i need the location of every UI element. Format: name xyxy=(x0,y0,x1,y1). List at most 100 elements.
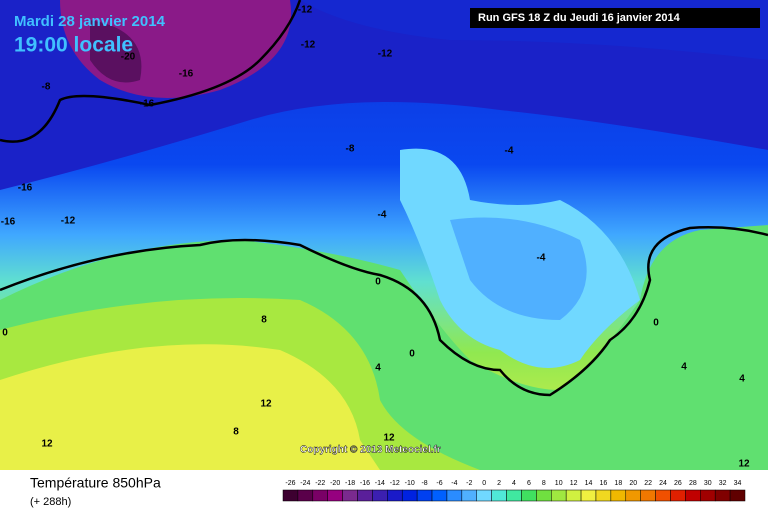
contour-label: 0 xyxy=(2,328,8,339)
colorbar-swatch xyxy=(655,489,671,502)
contour-label: 0 xyxy=(375,277,381,288)
contour-label: -16 xyxy=(1,217,16,228)
colorbar-label: 12 xyxy=(570,480,578,487)
colorbar-swatch xyxy=(297,489,314,502)
colorbar-label: -2 xyxy=(466,480,472,487)
colorbar-label: -24 xyxy=(300,480,310,487)
colorbar-label: -18 xyxy=(345,480,355,487)
colorbar-label: 8 xyxy=(542,480,546,487)
contour-labels: -12 -12 -12 -20 -16 -16 -8 -16 -16 -12 -8 -4 -4 -4 0 8 0… xyxy=(1,5,750,470)
colorbar-swatch xyxy=(461,489,477,502)
colorbar-label: 4 xyxy=(512,480,516,487)
contour-label: 8 xyxy=(261,315,267,326)
colorbar-swatch xyxy=(714,489,731,502)
colorbar-swatch xyxy=(446,489,463,502)
contour-label: -4 xyxy=(505,146,514,157)
run-info: Run GFS 18 Z du Jeudi 16 janvier 2014 xyxy=(478,12,681,24)
colorbar-swatch xyxy=(431,489,448,502)
colorbar-label: -4 xyxy=(451,480,457,487)
colorbar-swatch xyxy=(506,489,522,502)
colorbar-label: 34 xyxy=(734,480,742,487)
contour-label: 0 xyxy=(653,318,659,329)
footer-title: Température 850hPa xyxy=(30,475,161,491)
contour-label: -16 xyxy=(179,69,194,80)
colorbar-label: 0 xyxy=(482,480,486,487)
colorbar-swatch xyxy=(401,489,418,502)
colorbar-swatch xyxy=(729,489,746,502)
colorbar-label: 28 xyxy=(689,480,697,487)
colorbar-label: 22 xyxy=(644,480,652,487)
colorbar-swatch xyxy=(372,489,388,502)
contour-label: 12 xyxy=(383,433,395,444)
colorbar-swatch xyxy=(536,489,552,502)
colorbar-swatch xyxy=(416,489,433,502)
contour-label: -12 xyxy=(61,216,76,227)
colorbar-swatch xyxy=(700,489,716,502)
colorbar-swatch xyxy=(327,489,343,502)
colorbar-label: -6 xyxy=(436,480,442,487)
colorbar-swatch xyxy=(312,489,328,502)
contour-label: 12 xyxy=(41,439,53,450)
colorbar-label: 2 xyxy=(497,480,501,487)
contour-label: 4 xyxy=(739,374,745,385)
contour-label: -16 xyxy=(140,99,155,110)
contour-label: 12 xyxy=(260,399,272,410)
colorbar-label: 10 xyxy=(555,480,563,487)
colorbar-swatch xyxy=(685,489,701,502)
colorbar-label: -22 xyxy=(315,480,325,487)
colorbar-label: -20 xyxy=(330,480,340,487)
colorbar-label: 32 xyxy=(719,480,727,487)
contour-label: -8 xyxy=(346,144,355,155)
date: Mardi 28 janvier 2014 xyxy=(14,13,166,30)
colorbar-swatch xyxy=(670,489,686,502)
colorbar-swatch xyxy=(342,489,358,502)
colorbar-swatch xyxy=(476,489,492,502)
colorbar-swatch xyxy=(521,489,537,502)
colorbar-swatch xyxy=(610,489,627,502)
colorbar-label: -26 xyxy=(285,480,295,487)
colorbar-label: 20 xyxy=(629,480,637,487)
colorbar-swatch xyxy=(565,489,582,502)
contour-label: -12 xyxy=(301,40,316,51)
colorbar-label: 30 xyxy=(704,480,712,487)
colorbar-label: 16 xyxy=(600,480,608,487)
contour-label: -12 xyxy=(378,49,393,60)
footer-subtitle: (+ 288h) xyxy=(30,496,71,508)
time: 19:00 locale xyxy=(14,34,133,57)
colorbar-swatch xyxy=(595,489,612,502)
colorbar-label: 14 xyxy=(585,480,593,487)
colorbar-swatch xyxy=(625,489,641,502)
copyright: Copyright © 2013 Meteociel.fr xyxy=(300,445,441,456)
colorbar-label: -12 xyxy=(390,480,400,487)
colorbar-swatch xyxy=(387,489,403,502)
colorbar-swatch xyxy=(551,489,567,502)
contour-label: -16 xyxy=(18,183,33,194)
colorbar-label: -8 xyxy=(421,480,427,487)
colorbar-label: 18 xyxy=(614,480,622,487)
colorbar-label: 26 xyxy=(674,480,682,487)
contour-label: -4 xyxy=(537,253,546,264)
contour-label: -12 xyxy=(298,5,313,16)
colorbar-label: 6 xyxy=(527,480,531,487)
colorbar-swatch xyxy=(640,489,656,502)
contour-label: -20 xyxy=(121,52,136,63)
contour-label: 8 xyxy=(233,427,239,438)
contour-label: 12 xyxy=(738,459,750,470)
colorbar-label: 24 xyxy=(659,480,667,487)
colorbar-label: -16 xyxy=(360,480,370,487)
contour-label: -8 xyxy=(42,82,51,93)
colorbar: -26 -24 -22 -20 -18 -16 -14 -12 -10 -8 -6 -4 -2 0 2 4 6 8… xyxy=(282,480,746,502)
colorbar-swatch xyxy=(580,489,597,502)
colorbar-label: -14 xyxy=(375,480,385,487)
colorbar-swatch xyxy=(282,489,299,502)
contour-label: 0 xyxy=(409,349,415,360)
contour-label: -4 xyxy=(378,210,387,221)
contour-label: 4 xyxy=(375,363,381,374)
colorbar-label: -10 xyxy=(405,480,415,487)
contour-label: 4 xyxy=(681,362,687,373)
colorbar-swatch xyxy=(491,489,507,502)
colorbar-swatch xyxy=(357,489,373,502)
